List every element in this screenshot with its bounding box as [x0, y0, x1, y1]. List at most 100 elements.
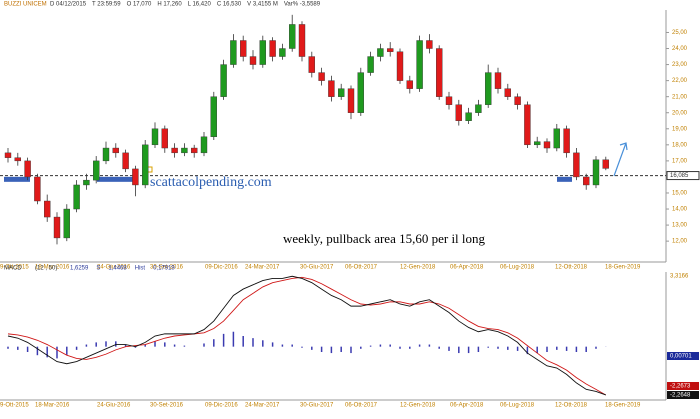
x-tick-label: 06-Ott-2017 [345, 265, 378, 271]
support-zone [4, 176, 30, 182]
candle-body [426, 40, 433, 49]
y-tick-label: 24,00 [672, 46, 688, 52]
arrow [613, 142, 628, 177]
candle-body [181, 147, 188, 154]
y-tick-label: 15,00 [672, 191, 688, 197]
x-tick-label: 06-Lug-2018 [500, 403, 535, 409]
candle-body [249, 56, 257, 65]
x-tick-label: 12-Ott-2018 [555, 403, 588, 409]
header-info: D 04/12/2015 [50, 2, 87, 8]
candle-body [24, 160, 31, 178]
candle-body [396, 51, 404, 81]
candle-body [220, 64, 227, 97]
macd-label-box [667, 382, 699, 390]
y-tick-label: 20,00 [672, 110, 688, 116]
x-tick-label: 09-Dic-2016 [205, 265, 238, 271]
candle-body [543, 141, 551, 149]
x-tick-label: 12-Gen-2018 [400, 403, 436, 409]
candle-body [269, 40, 276, 57]
signal-line [7, 276, 607, 396]
macd-info: 1,4468 [108, 266, 127, 272]
x-tick-label: 30-Giu-2017 [300, 403, 334, 409]
candle-body [357, 72, 364, 113]
y-tick-label: 17,00 [672, 158, 688, 164]
candle-body [328, 80, 335, 97]
macd-axis-label: 3,3166 [670, 273, 689, 279]
candle-body [338, 88, 345, 97]
candle-body [308, 56, 315, 73]
x-tick-label: 18-Gen-2019 [605, 265, 641, 271]
x-tick-label: 30-Giu-2017 [300, 265, 334, 271]
x-tick-label: 12-Ott-2018 [555, 265, 588, 271]
candle-body [455, 104, 462, 121]
macd-title: MACD [4, 266, 22, 272]
candle-body [583, 176, 590, 186]
macd-axis-label: 0,00701 [670, 354, 692, 360]
candle-body [34, 176, 41, 202]
candle-body [122, 152, 129, 170]
x-tick-label: 24-Mar-2017 [245, 265, 280, 271]
x-tick-label: 24-Giu-2016 [97, 403, 131, 409]
macd-info: Hist [135, 266, 146, 272]
macd-line [7, 275, 606, 396]
candle-body [63, 208, 70, 239]
candle-body [230, 40, 237, 65]
candle-body [367, 56, 374, 73]
candle-body [504, 88, 511, 97]
candle-body [485, 72, 492, 105]
x-tick-label: 06-Lug-2018 [500, 265, 535, 271]
annotation: weekly, pullback area 15,60 per il long [283, 231, 486, 246]
candle-body [53, 216, 61, 239]
candle-body [347, 88, 355, 113]
y-tick-label: 14,00 [672, 207, 688, 213]
candle-body [141, 144, 149, 186]
x-tick-label: 06-Apr-2018 [450, 403, 484, 409]
candle-body [514, 96, 521, 105]
y-tick-label: 13,00 [672, 223, 688, 229]
candle-body [239, 40, 247, 57]
macd-axis-label: -2,2648 [670, 393, 691, 399]
x-tick-label: 24-Mar-2017 [245, 403, 280, 409]
candle-body [4, 152, 12, 158]
y-tick-label: 18,00 [672, 142, 688, 148]
price-label-box [666, 171, 700, 181]
candle-body [592, 159, 600, 186]
macd-params: (12 , 50) [35, 266, 57, 272]
candle-body [445, 96, 453, 105]
y-tick-label: 23,00 [672, 62, 688, 68]
y-tick-label: 21,00 [672, 94, 688, 100]
annotation: scattacolpending.com [150, 175, 272, 190]
candle-body [200, 136, 208, 154]
x-tick-label: 06-Ott-2017 [345, 403, 378, 409]
y-tick-label: 25,00 [672, 30, 688, 36]
header-info: O 17,070 [127, 2, 152, 8]
candle-body [289, 24, 296, 49]
y-tick-label: 19,00 [672, 126, 688, 132]
header-info: L 16,420 [188, 2, 212, 8]
candle-body [259, 40, 266, 65]
candle-body [161, 128, 169, 149]
candle-body [573, 152, 580, 178]
x-tick-label: 24-Giu-2016 [97, 265, 131, 271]
candle-body [73, 184, 80, 210]
header-info: C 16,530 [217, 2, 242, 8]
candle-body [83, 179, 90, 186]
x-tick-label: 9-Ott-2015 [0, 265, 29, 271]
candle-body [563, 128, 570, 154]
macd-label-box [667, 391, 699, 399]
header-info: H 17,260 [157, 2, 182, 8]
header-info: Var% -3,5589 [284, 2, 321, 8]
macd-label-box [667, 352, 699, 360]
y-tick-label: 22,00 [672, 78, 688, 84]
candle-body [524, 104, 531, 146]
x-tick-label: 30-Set-2016 [150, 265, 184, 271]
header-info: T 23:59:59 [92, 2, 121, 8]
candle-body [14, 157, 22, 162]
x-tick-label: 9-Ott-2015 [0, 403, 29, 409]
candle-body [377, 48, 384, 57]
candle-body [465, 112, 472, 121]
candle-body [44, 200, 51, 218]
x-tick-label: 12-Gen-2018 [400, 265, 436, 271]
candle-body [279, 48, 286, 57]
